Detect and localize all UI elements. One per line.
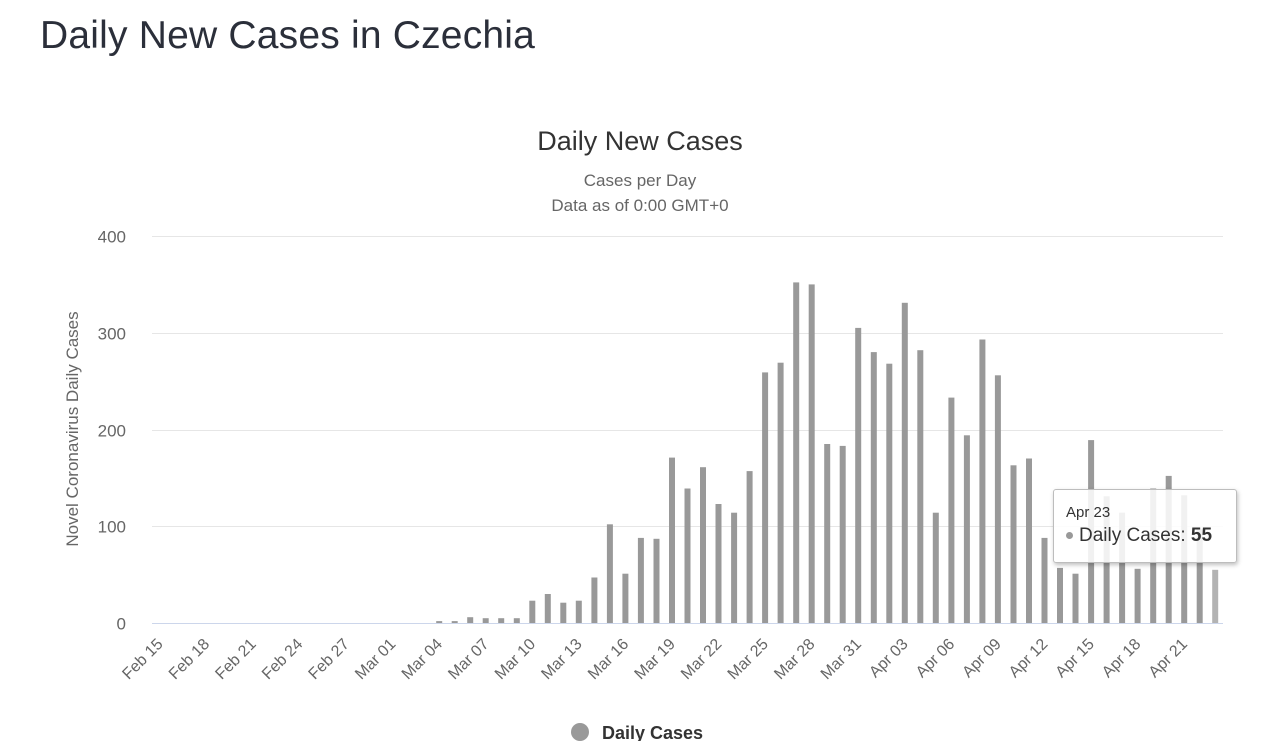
tooltip: Apr 23 Daily Cases: 55 [1053, 489, 1237, 563]
bar-mar-29[interactable] [824, 444, 831, 623]
x-tick-label: Mar 07 [445, 636, 492, 683]
bar-mar-16[interactable] [622, 573, 629, 623]
bar-apr-10[interactable] [1010, 465, 1017, 623]
bar-mar-10[interactable] [529, 600, 536, 623]
y-axis-label: Novel Coronavirus Daily Cases [63, 311, 82, 546]
x-tick-label: Apr 15 [1053, 636, 1098, 681]
bar-mar-04[interactable] [436, 621, 443, 623]
bar-apr-01[interactable] [870, 352, 877, 623]
tooltip-value: 55 [1190, 525, 1213, 546]
bar-apr-08[interactable] [979, 339, 986, 624]
bar-mar-05[interactable] [451, 621, 458, 623]
bar-mar-18[interactable] [653, 538, 660, 623]
bar-apr-14[interactable] [1072, 573, 1079, 623]
bar-apr-02[interactable] [886, 363, 893, 623]
bar-mar-22[interactable] [715, 504, 722, 623]
x-tick-label: Mar 13 [538, 636, 585, 683]
tooltip-date: Apr 23 [1066, 504, 1111, 521]
chart-title: Daily New Cases [537, 126, 743, 156]
bar-mar-30[interactable] [839, 445, 846, 623]
x-tick-label: Apr 03 [866, 636, 911, 681]
bar-apr-11[interactable] [1026, 458, 1032, 624]
bar-apr-03[interactable] [901, 302, 908, 623]
bar-mar-15[interactable] [606, 524, 613, 623]
x-tick-label: Feb 15 [119, 636, 166, 683]
bar-mar-20[interactable] [684, 488, 691, 624]
legend-marker [571, 723, 589, 741]
legend-label: Daily Cases [602, 723, 703, 741]
gridlines [152, 236, 1223, 527]
x-tick-label: Feb 24 [259, 636, 306, 683]
tooltip-label: Daily Cases: [1079, 525, 1191, 546]
x-tick-label: Apr 06 [913, 636, 958, 681]
bar-mar-25[interactable] [762, 372, 769, 623]
page-title: Daily New Cases in Czechia [40, 14, 536, 57]
bar-mar-12[interactable] [560, 602, 567, 623]
legend[interactable]: Daily Cases [571, 723, 703, 743]
bar-mar-24[interactable] [746, 471, 753, 623]
bar-mar-14[interactable] [591, 577, 598, 624]
x-tick-label: Apr 18 [1099, 636, 1144, 681]
bar-apr-04[interactable] [917, 350, 924, 623]
bar-mar-09[interactable] [513, 618, 520, 623]
bar-mar-06[interactable] [467, 617, 474, 623]
bar-apr-05[interactable] [932, 512, 939, 623]
chart-subtitle-line-1: Cases per Day [584, 171, 697, 190]
bar-mar-23[interactable] [731, 512, 738, 623]
y-tick-label: 0 [117, 615, 126, 634]
x-tick-label: Apr 09 [959, 636, 1004, 681]
bar-mar-26[interactable] [777, 362, 784, 623]
x-tick-label: Mar 25 [725, 636, 772, 683]
bar-apr-12[interactable] [1041, 537, 1048, 623]
x-tick-label: Mar 10 [492, 636, 539, 683]
y-tick-label: 200 [98, 422, 126, 441]
x-tick-label: Mar 31 [818, 636, 865, 683]
x-tick-label: Mar 01 [352, 636, 399, 683]
x-tick-label: Feb 21 [212, 636, 259, 683]
bar-mar-19[interactable] [669, 457, 675, 623]
bar-mar-31[interactable] [855, 327, 862, 623]
bar-mar-17[interactable] [637, 537, 644, 623]
x-tick-label: Feb 18 [166, 636, 213, 683]
bar-apr-07[interactable] [963, 435, 970, 623]
x-tick-label: Apr 12 [1006, 636, 1051, 681]
x-tick-label: Mar 04 [399, 636, 446, 683]
tooltip-dot-icon [1066, 532, 1073, 540]
x-tick-label: Mar 22 [678, 636, 725, 683]
bar-mar-07[interactable] [482, 618, 489, 623]
bar-mar-28[interactable] [808, 284, 815, 623]
x-tick-label: Apr 21 [1146, 636, 1191, 681]
x-tick-label: Mar 28 [771, 636, 818, 683]
chart-subtitle-line-2: Data as of 0:00 GMT+0 [551, 196, 728, 215]
y-tick-label: 300 [98, 325, 126, 344]
y-axis-ticks: 0 100 200 300 400 [98, 228, 126, 634]
bar-mar-21[interactable] [700, 467, 706, 623]
bar-mar-27[interactable] [793, 282, 800, 623]
bar-apr-09[interactable] [994, 375, 1001, 623]
bar-mar-11[interactable] [544, 594, 551, 623]
bar-apr-22[interactable] [1196, 529, 1203, 623]
bar-apr-17[interactable] [1119, 512, 1126, 623]
x-tick-label: Mar 19 [632, 636, 679, 683]
bar-apr-06[interactable] [948, 397, 955, 623]
x-tick-label: Mar 16 [585, 636, 632, 683]
bar-mar-13[interactable] [575, 600, 582, 623]
x-axis-ticks: Feb 15 Feb 18 Feb 21 Feb 24 Feb 27 Mar 01 Mar … [119, 636, 1191, 683]
y-tick-label: 400 [98, 228, 126, 247]
y-tick-label: 100 [98, 518, 126, 537]
tooltip-row: Daily Cases: 55 [1066, 525, 1236, 547]
bar-mar-08[interactable] [498, 618, 505, 623]
x-tick-label: Feb 27 [306, 636, 353, 683]
bar-apr-18[interactable] [1134, 568, 1141, 623]
bar-apr-13[interactable] [1057, 567, 1063, 623]
bar-apr-23[interactable] [1212, 569, 1219, 623]
